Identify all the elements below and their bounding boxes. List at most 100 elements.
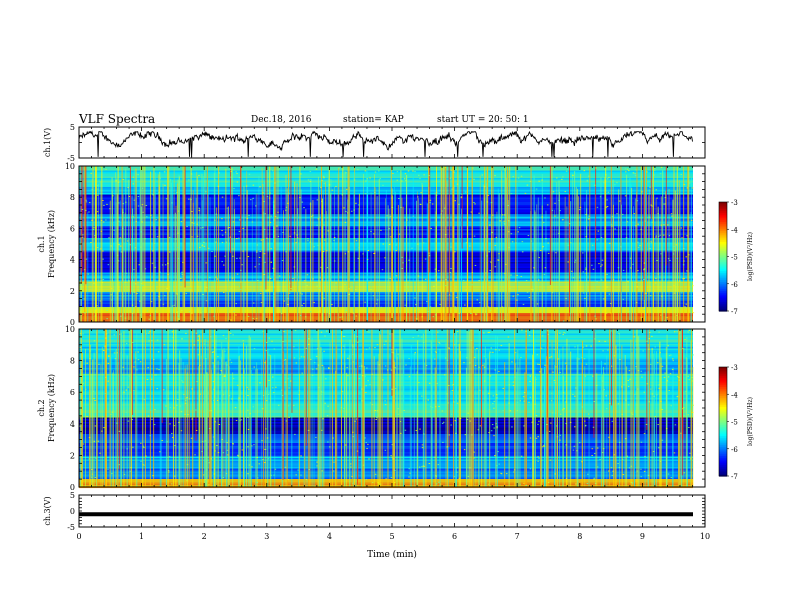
noise-pixel bbox=[565, 478, 568, 480]
impulse-streak bbox=[319, 340, 321, 487]
noise-pixel bbox=[606, 273, 608, 275]
noise-pixel bbox=[617, 403, 620, 405]
impulse-streak bbox=[286, 192, 288, 322]
noise-pixel bbox=[156, 388, 158, 390]
noise-pixel bbox=[227, 227, 229, 229]
noise-pixel bbox=[573, 426, 576, 428]
impulse-streak bbox=[305, 209, 307, 322]
impulse-streak bbox=[326, 192, 328, 322]
freq-band bbox=[79, 372, 693, 375]
colorbar-segment bbox=[719, 289, 727, 292]
noise-pixel bbox=[449, 177, 452, 179]
impulse-streak bbox=[392, 195, 394, 322]
noise-pixel bbox=[201, 450, 203, 452]
colorbar-tick-label: -6 bbox=[731, 446, 738, 454]
noise-pixel bbox=[375, 303, 378, 305]
sferic-line bbox=[446, 329, 448, 487]
noise-pixel bbox=[435, 476, 438, 478]
noise-pixel bbox=[412, 170, 414, 172]
noise-pixel bbox=[477, 429, 480, 431]
noise-pixel bbox=[343, 207, 345, 209]
noise-pixel bbox=[152, 194, 154, 196]
impulse-streak bbox=[223, 347, 225, 487]
noise-pixel bbox=[357, 341, 359, 343]
noise-pixel bbox=[251, 221, 254, 223]
noise-pixel bbox=[175, 238, 177, 240]
noise-pixel bbox=[270, 215, 272, 217]
noise-pixel bbox=[166, 441, 169, 443]
noise-pixel bbox=[636, 281, 638, 283]
noise-pixel bbox=[121, 282, 124, 284]
noise-pixel bbox=[448, 434, 451, 436]
noise-pixel bbox=[406, 288, 409, 290]
noise-pixel bbox=[260, 239, 263, 241]
noise-pixel bbox=[658, 331, 660, 333]
impulse-streak bbox=[180, 358, 182, 487]
impulse-streak bbox=[439, 348, 441, 487]
noise-pixel bbox=[627, 386, 630, 388]
noise-pixel bbox=[221, 234, 224, 236]
noise-pixel bbox=[622, 298, 625, 300]
colorbar-segment bbox=[719, 417, 727, 421]
noise-pixel bbox=[585, 213, 588, 215]
impulse-streak bbox=[674, 190, 676, 322]
impulse-streak bbox=[409, 208, 411, 322]
noise-pixel bbox=[513, 469, 516, 471]
noise-pixel bbox=[352, 431, 354, 433]
noise-pixel bbox=[94, 477, 97, 479]
noise-pixel bbox=[154, 266, 157, 268]
sferic-line bbox=[308, 329, 310, 487]
noise-pixel bbox=[564, 191, 567, 193]
colorbar-segment bbox=[719, 238, 727, 241]
freq-band bbox=[79, 432, 693, 435]
colorbar-tick-label: -6 bbox=[731, 281, 738, 289]
noise-pixel bbox=[427, 399, 429, 401]
noise-pixel bbox=[404, 304, 406, 306]
noise-pixel bbox=[548, 430, 551, 432]
noise-pixel bbox=[264, 213, 266, 215]
noise-pixel bbox=[192, 222, 195, 224]
noise-pixel bbox=[525, 279, 528, 281]
y-tick-label: 8 bbox=[70, 193, 75, 202]
noise-pixel bbox=[224, 374, 226, 376]
noise-pixel bbox=[158, 295, 160, 297]
colorbar-segment bbox=[719, 218, 727, 221]
impulse-streak bbox=[209, 197, 211, 322]
noise-pixel bbox=[383, 344, 386, 346]
noise-pixel bbox=[164, 295, 166, 297]
noise-pixel bbox=[176, 293, 178, 295]
colorbar-segment bbox=[719, 214, 727, 218]
noise-pixel bbox=[539, 250, 542, 252]
noise-pixel bbox=[513, 471, 515, 473]
noise-pixel bbox=[500, 345, 503, 347]
impulse-streak bbox=[434, 367, 436, 487]
freq-band bbox=[79, 395, 693, 397]
noise-pixel bbox=[630, 481, 632, 483]
noise-pixel bbox=[657, 273, 660, 275]
noise-pixel bbox=[94, 235, 96, 237]
noise-pixel bbox=[640, 468, 642, 470]
noise-pixel bbox=[641, 376, 643, 378]
noise-pixel bbox=[422, 342, 425, 344]
noise-pixel bbox=[551, 292, 554, 294]
noise-pixel bbox=[488, 432, 490, 434]
colorbar-segment bbox=[719, 474, 727, 477]
noise-pixel bbox=[681, 237, 683, 239]
noise-pixel bbox=[646, 171, 648, 173]
impulse-streak bbox=[648, 195, 650, 322]
sferic-line bbox=[348, 166, 350, 322]
noise-pixel bbox=[386, 369, 389, 371]
strong-sferic bbox=[230, 166, 232, 253]
noise-pixel bbox=[683, 415, 685, 417]
noise-pixel bbox=[309, 358, 312, 360]
noise-pixel bbox=[545, 238, 547, 240]
noise-pixel bbox=[140, 460, 142, 462]
freq-band bbox=[79, 286, 693, 288]
noise-pixel bbox=[531, 421, 533, 423]
impulse-streak bbox=[534, 338, 536, 487]
noise-pixel bbox=[561, 409, 564, 411]
noise-pixel bbox=[365, 348, 368, 350]
impulse-streak bbox=[299, 338, 301, 487]
noise-pixel bbox=[118, 430, 121, 432]
impulse-streak bbox=[158, 174, 160, 322]
